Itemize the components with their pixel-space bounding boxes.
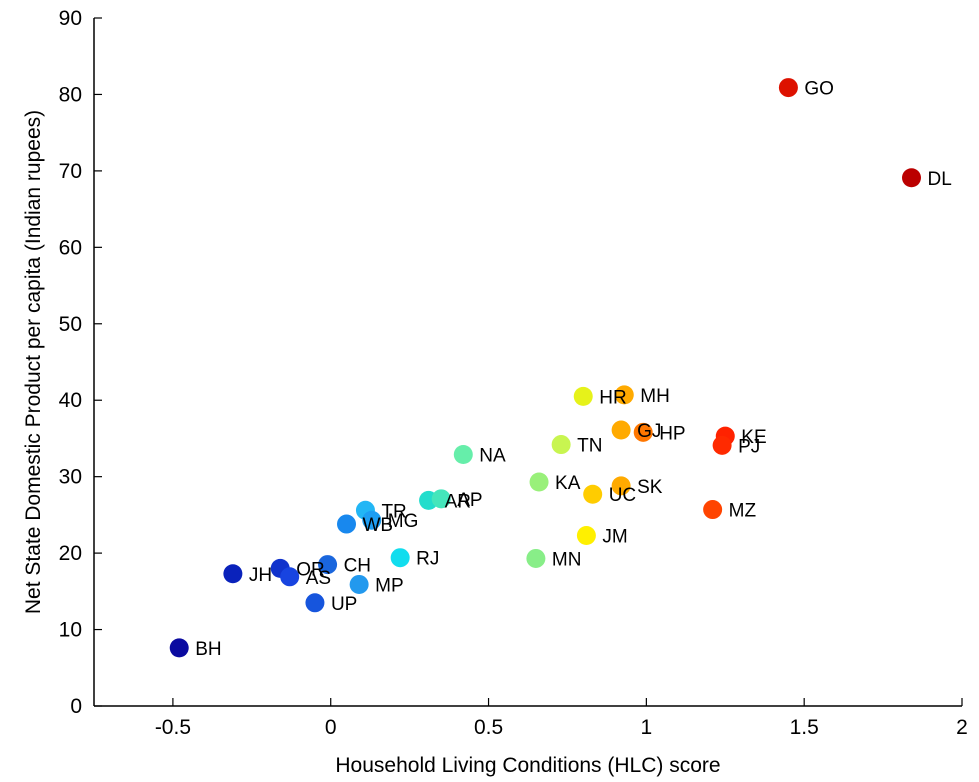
y-tick-label: 30: [59, 466, 82, 489]
data-point-mg: [362, 510, 382, 530]
point-label-mn: MN: [552, 549, 582, 570]
point-label-ch: CH: [344, 556, 371, 577]
y-tick-label: 10: [59, 619, 82, 642]
data-point-rj: [390, 548, 410, 568]
point-label-or: OR: [296, 559, 325, 580]
point-label-wb: WB: [363, 515, 394, 536]
y-tick-label: 90: [59, 7, 82, 30]
data-point-ap: [431, 489, 451, 509]
point-label-rj: RJ: [416, 549, 439, 570]
point-label-hp: HP: [659, 423, 685, 444]
data-point-mp: [349, 574, 369, 594]
y-tick-label: 50: [59, 313, 82, 336]
point-label-ke: KE: [741, 427, 766, 448]
point-label-jh: JH: [249, 565, 272, 586]
data-point-hr: [573, 386, 593, 406]
point-label-up: UP: [331, 594, 357, 615]
data-point-go: [778, 78, 798, 98]
x-tick-label: 2: [956, 716, 968, 739]
data-point-na: [453, 444, 473, 464]
point-label-mp: MP: [375, 575, 404, 596]
point-label-dl: DL: [927, 169, 951, 190]
data-point-mz: [703, 500, 723, 520]
data-point-uc: [583, 484, 603, 504]
data-point-tn: [551, 435, 571, 455]
point-label-as: AS: [306, 568, 331, 589]
point-label-sk: SK: [637, 477, 663, 498]
point-label-uc: UC: [609, 485, 636, 506]
y-axis-title: Net State Domestic Product per capita (I…: [22, 110, 45, 614]
point-label-bh: BH: [195, 639, 221, 660]
point-label-jm: JM: [602, 527, 627, 548]
point-label-ka: KA: [555, 473, 581, 494]
point-label-tr: TR: [381, 501, 406, 522]
data-point-ch: [318, 555, 338, 575]
data-point-wb: [337, 514, 357, 534]
x-axis-title: Household Living Conditions (HLC) score: [335, 754, 720, 777]
point-label-ar: AR: [445, 491, 471, 512]
x-tick-label: -0.5: [155, 716, 191, 739]
point-label-tn: TN: [577, 436, 602, 457]
point-label-na: NA: [479, 445, 506, 466]
data-points: [169, 78, 921, 658]
point-label-mh: MH: [640, 386, 670, 407]
point-label-go: GO: [804, 79, 834, 100]
data-point-jh: [223, 564, 243, 584]
y-tick-label: 0: [70, 695, 82, 718]
data-point-jm: [576, 526, 596, 546]
data-point-pj: [712, 435, 732, 455]
x-tick-label: 0.5: [474, 716, 503, 739]
x-tick-label: 1.5: [790, 716, 819, 739]
y-tick-label: 80: [59, 83, 82, 106]
y-tick-label: 20: [59, 542, 82, 565]
point-label-pj: PJ: [738, 436, 760, 457]
point-label-hr: HR: [599, 387, 626, 408]
data-point-gj: [611, 420, 631, 440]
data-point-as: [280, 567, 300, 587]
data-point-ka: [529, 472, 549, 492]
data-point-up: [305, 593, 325, 613]
y-tick-label: 60: [59, 236, 82, 259]
point-label-ap: AP: [457, 490, 482, 511]
y-tick-label: 70: [59, 160, 82, 183]
data-point-mh: [614, 385, 634, 405]
data-point-sk: [611, 476, 631, 496]
point-label-mg: MG: [388, 511, 419, 532]
point-label-gj: GJ: [637, 421, 661, 442]
data-point-dl: [901, 168, 921, 188]
x-tick-label: 0: [325, 716, 337, 739]
data-point-bh: [169, 638, 189, 658]
y-tick-label: 40: [59, 389, 82, 412]
data-point-mn: [526, 548, 546, 568]
x-tick-label: 1: [641, 716, 653, 739]
data-point-hp: [633, 422, 653, 442]
point-label-mz: MZ: [729, 501, 757, 522]
